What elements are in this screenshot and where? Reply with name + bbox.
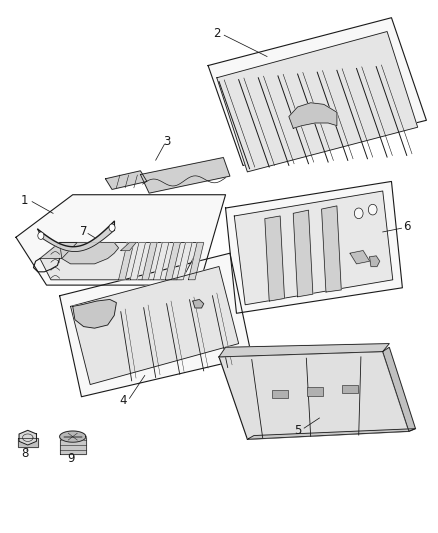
Polygon shape (38, 221, 114, 252)
Text: 4: 4 (119, 394, 127, 407)
Polygon shape (234, 191, 393, 305)
Text: 1: 1 (21, 193, 28, 207)
Polygon shape (60, 243, 119, 264)
Polygon shape (106, 171, 147, 189)
Polygon shape (321, 206, 341, 292)
Polygon shape (60, 431, 86, 442)
Polygon shape (40, 243, 77, 259)
Polygon shape (73, 300, 117, 328)
Polygon shape (370, 256, 380, 266)
Polygon shape (208, 18, 426, 165)
Polygon shape (121, 243, 136, 251)
Polygon shape (217, 31, 418, 172)
Text: 3: 3 (163, 135, 170, 148)
Polygon shape (219, 344, 389, 357)
Polygon shape (153, 243, 169, 280)
Polygon shape (19, 430, 36, 445)
Circle shape (354, 208, 363, 219)
Text: 8: 8 (21, 447, 28, 460)
Polygon shape (350, 251, 370, 264)
Text: 6: 6 (403, 220, 410, 233)
Polygon shape (177, 243, 192, 280)
Polygon shape (141, 158, 230, 193)
Polygon shape (226, 181, 403, 313)
Polygon shape (142, 243, 157, 280)
Polygon shape (60, 437, 86, 454)
Bar (272, 390, 288, 398)
Polygon shape (119, 243, 134, 280)
Polygon shape (60, 253, 252, 397)
Text: 2: 2 (213, 27, 221, 40)
Polygon shape (265, 216, 285, 301)
Text: 5: 5 (294, 424, 301, 437)
Polygon shape (40, 243, 201, 280)
Text: 9: 9 (68, 453, 75, 465)
Polygon shape (293, 210, 313, 297)
Polygon shape (16, 195, 226, 285)
Polygon shape (289, 103, 337, 128)
Circle shape (109, 224, 115, 231)
Bar (307, 387, 323, 395)
Polygon shape (18, 438, 38, 447)
Bar (342, 384, 358, 393)
Polygon shape (71, 266, 239, 384)
Circle shape (38, 232, 44, 239)
Polygon shape (165, 243, 180, 280)
Polygon shape (219, 352, 409, 439)
Circle shape (368, 204, 377, 215)
Polygon shape (193, 300, 204, 308)
Polygon shape (130, 243, 145, 280)
Polygon shape (383, 348, 416, 431)
Polygon shape (247, 429, 416, 439)
Polygon shape (188, 243, 204, 280)
Text: 7: 7 (80, 225, 88, 238)
